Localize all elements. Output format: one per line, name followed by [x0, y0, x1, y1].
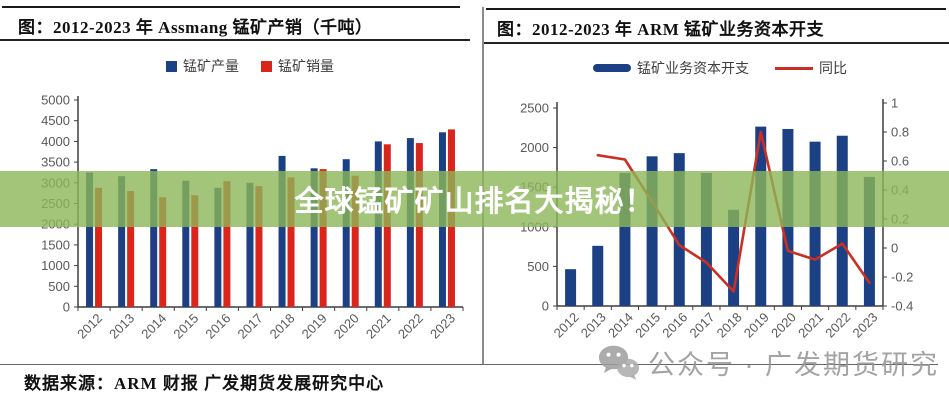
production-swatch: [166, 60, 177, 72]
capex-swatch: [593, 64, 631, 72]
right-chart-right-ytick: -0.2: [891, 270, 913, 285]
left-xtick-2015: 2015: [170, 311, 201, 342]
left-ytick: 1000: [41, 258, 70, 273]
left-xtick-2018: 2018: [267, 311, 298, 342]
data-source-text: 数据来源：ARM 财报 广发期货发展研究中心: [24, 374, 385, 393]
right-xtick-2022: 2022: [822, 310, 853, 341]
banner-text: 全球锰矿矿山排名大揭秘！: [294, 186, 655, 218]
left-title-underline: [0, 39, 470, 41]
left-ytick: 4000: [41, 134, 70, 149]
left-chart-title: 图：2012-2023 年 Assmang 锰矿产销（千吨）: [18, 18, 373, 37]
right-panel-top-border: [486, 8, 946, 10]
right-chart-left-ytick: 0: [542, 299, 549, 314]
right-chart-right-ytick: 0: [891, 241, 898, 256]
right-chart-left-ytick: 2000: [520, 140, 549, 155]
footer-divider: [0, 364, 938, 365]
right-xtick-2012: 2012: [551, 310, 582, 341]
left-chart-legend: 锰矿产量 锰矿销量: [80, 56, 420, 76]
right-xtick-2016: 2016: [659, 310, 690, 341]
yoy-swatch: [775, 66, 813, 70]
watermark: 公众号 · 广发期货研究: [598, 340, 939, 384]
left-xtick-2019: 2019: [299, 311, 330, 342]
right-xtick-2020: 2020: [768, 310, 799, 341]
right-xtick-2023: 2023: [849, 310, 880, 341]
legend-item-production: 锰矿产量: [166, 56, 239, 76]
right-xtick-2014: 2014: [605, 310, 636, 341]
left-ytick: 3500: [41, 155, 70, 170]
left-panel-top-border: [2, 6, 460, 8]
right-chart-right-ytick: 0.6: [891, 154, 909, 169]
left-ytick: 500: [48, 279, 70, 294]
right-xtick-2019: 2019: [741, 310, 772, 341]
right-chart-legend: 锰矿业务资本开支 同比: [555, 58, 885, 78]
right-xtick-2017: 2017: [686, 310, 717, 341]
legend-label-yoy: 同比: [819, 62, 847, 77]
left-xtick-2023: 2023: [427, 311, 458, 342]
legend-label-capex: 锰矿业务资本开支: [637, 62, 749, 77]
right-xtick-2021: 2021: [795, 310, 826, 341]
left-xtick-2022: 2022: [395, 311, 426, 342]
left-xtick-2021: 2021: [363, 311, 394, 342]
right-chart-left-ytick: 2500: [520, 101, 549, 116]
right-chart-title: 图：2012-2023 年 ARM 锰矿业务资本开支: [497, 20, 825, 39]
wechat-icon: [598, 345, 640, 380]
left-xtick-2013: 2013: [106, 311, 137, 342]
legend-label-production: 锰矿产量: [183, 60, 239, 75]
left-xtick-2020: 2020: [331, 311, 362, 342]
right-chart-right-ytick: 1: [891, 96, 898, 111]
legend-item-sales: 锰矿销量: [261, 56, 334, 76]
left-ytick: 0: [63, 300, 70, 315]
right-chart-right-ytick: 0.8: [891, 125, 909, 140]
right-chart-right-ytick: -0.4: [891, 299, 913, 314]
left-xtick-2012: 2012: [74, 311, 105, 342]
legend-label-sales: 锰矿销量: [278, 60, 334, 75]
left-ytick: 5000: [41, 93, 70, 108]
left-xtick-2016: 2016: [202, 311, 233, 342]
legend-item-capex: 锰矿业务资本开支: [593, 58, 749, 78]
capex-bar-2012: [565, 269, 577, 306]
sales-swatch: [261, 60, 272, 72]
right-xtick-2018: 2018: [714, 310, 745, 341]
left-xtick-2014: 2014: [138, 311, 169, 342]
left-xtick-2017: 2017: [235, 311, 266, 342]
left-ytick: 4500: [41, 113, 70, 128]
overlay-banner: 全球锰矿矿山排名大揭秘！: [0, 171, 949, 227]
legend-item-yoy: 同比: [775, 58, 847, 78]
left-ytick: 1500: [41, 237, 70, 252]
watermark-text: 公众号 · 广发期货研究: [648, 349, 939, 380]
right-xtick-2015: 2015: [632, 310, 663, 341]
capex-bar-2013: [592, 245, 604, 306]
right-xtick-2013: 2013: [578, 310, 609, 341]
right-chart-left-ytick: 500: [527, 259, 549, 274]
right-title-underline: [483, 42, 949, 44]
